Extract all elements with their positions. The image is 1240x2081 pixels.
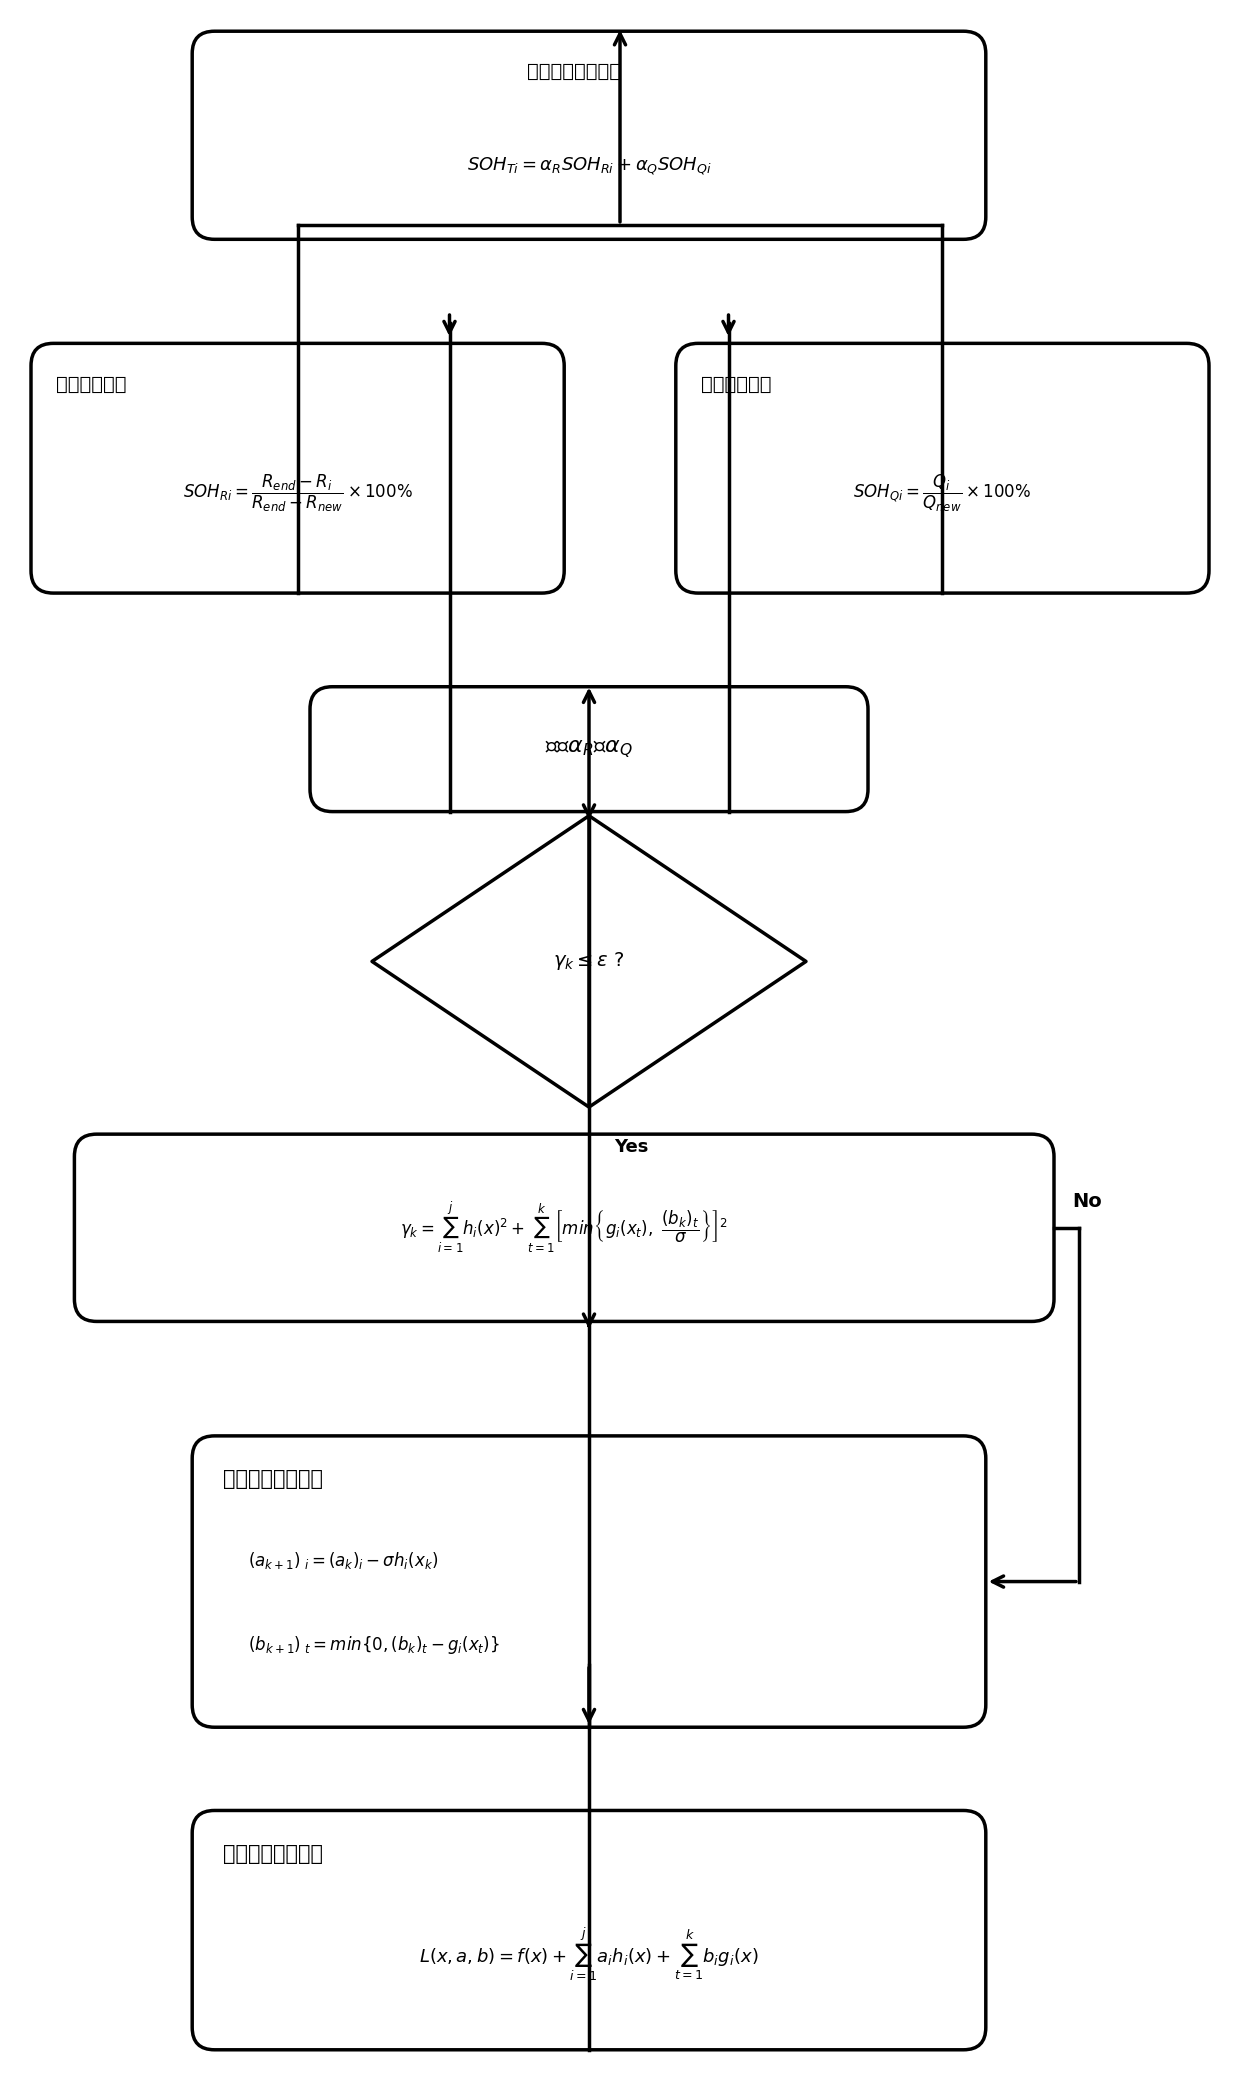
Text: $(a_{k+1})_{\ i} = (a_k)_i - \sigma h_i(x_k)$: $(a_{k+1})_{\ i} = (a_k)_i - \sigma h_i(… [248, 1550, 439, 1571]
Text: 容量健康度：: 容量健康度： [701, 375, 771, 393]
Text: $SOH_{Ri} = \dfrac{R_{end} - R_i}{R_{end} - R_{new}} \times 100\%$: $SOH_{Ri} = \dfrac{R_{end} - R_i}{R_{end… [182, 472, 413, 514]
Text: $\gamma_k \leq \varepsilon\ ?$: $\gamma_k \leq \varepsilon\ ?$ [553, 951, 625, 972]
FancyBboxPatch shape [192, 1810, 986, 2050]
FancyBboxPatch shape [192, 1436, 986, 1727]
Text: Yes: Yes [614, 1138, 649, 1157]
Text: $SOH_{Ti} = \alpha_R SOH_{Ri} + \alpha_Q SOH_{Qi}$: $SOH_{Ti} = \alpha_R SOH_{Ri} + \alpha_Q… [466, 156, 712, 177]
Text: 内阻健康度：: 内阻健康度： [56, 375, 126, 393]
Text: No: No [1073, 1192, 1102, 1211]
Text: $L(x,a,b) = f(x) + \sum_{i=1}^{j} a_i h_i(x) + \sum_{t=1}^{k} b_i g_i(x)$: $L(x,a,b) = f(x) + \sum_{i=1}^{j} a_i h_… [419, 1925, 759, 1983]
Text: 拉格朗日乘数法：: 拉格朗日乘数法： [223, 1844, 324, 1865]
FancyBboxPatch shape [192, 31, 986, 239]
Text: $SOH_{Qi} = \dfrac{Q_i}{Q_{new}} \times 100\%$: $SOH_{Qi} = \dfrac{Q_i}{Q_{new}} \times … [853, 472, 1032, 514]
Text: $(b_{k+1})_{\ t} = min\{0, (b_k)_t - g_i(x_t)\}$: $(b_{k+1})_{\ t} = min\{0, (b_k)_t - g_i… [248, 1634, 500, 1656]
FancyBboxPatch shape [31, 343, 564, 593]
Text: $\gamma_k = \sum_{i=1}^{j} h_i(x)^2 + \sum_{t=1}^{k}\left[min\left\{g_i(x_t),\ \: $\gamma_k = \sum_{i=1}^{j} h_i(x)^2 + \s… [401, 1201, 728, 1255]
Text: 综合健康状态値：: 综合健康状态値： [527, 62, 621, 81]
FancyBboxPatch shape [74, 1134, 1054, 1321]
FancyBboxPatch shape [676, 343, 1209, 593]
Text: 乘子迭代公式为：: 乘子迭代公式为： [223, 1469, 324, 1490]
Text: 得到$\alpha_R$、$\alpha_Q$: 得到$\alpha_R$、$\alpha_Q$ [544, 739, 634, 760]
FancyBboxPatch shape [310, 687, 868, 812]
